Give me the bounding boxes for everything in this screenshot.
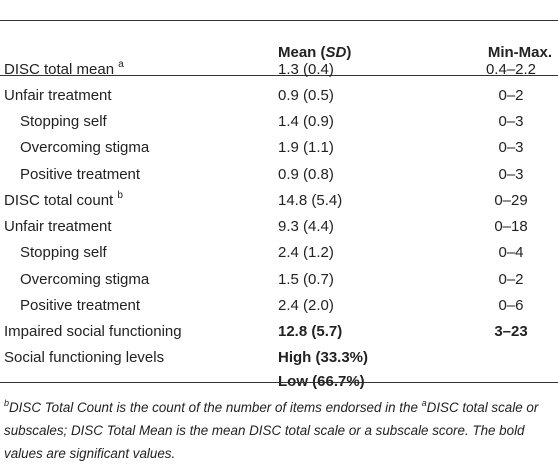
row-mean-sd: 9.3 (4.4) bbox=[278, 218, 334, 235]
table-footnote: bDISC Total Count is the count of the nu… bbox=[4, 397, 539, 461]
header-min-max: Min-Max. bbox=[487, 44, 552, 61]
row-mean-sd: High (33.3%) Low (66.7%) bbox=[278, 349, 369, 390]
row-label: Stopping self bbox=[20, 113, 107, 130]
row-min-max: 0–4 bbox=[498, 244, 524, 261]
row-min-max: 3–23 bbox=[494, 323, 528, 340]
footnote-marker: a bbox=[118, 59, 124, 70]
header-mean-sd: Mean (SD) bbox=[278, 44, 352, 61]
row-label: Overcoming stigma bbox=[20, 139, 150, 156]
bottom-rule bbox=[0, 382, 558, 383]
row-mean-sd: 2.4 (1.2) bbox=[278, 244, 334, 261]
row-mean-sd: 2.4 (2.0) bbox=[278, 297, 334, 314]
row-mean-sd: 14.8 (5.4) bbox=[278, 192, 343, 209]
row-label: Impaired social functioning bbox=[4, 323, 182, 340]
row-label: Unfair treatment bbox=[4, 218, 112, 235]
row-mean-sd: 0.9 (0.8) bbox=[278, 166, 334, 183]
row-min-max: 0–3 bbox=[498, 139, 524, 156]
row-mean-sd: 1.4 (0.9) bbox=[278, 113, 334, 130]
row-min-max: 0.4–2.2 bbox=[485, 61, 537, 78]
row-min-max: 0–2 bbox=[498, 271, 524, 288]
row-min-max: 0–2 bbox=[498, 87, 524, 104]
row-min-max: 0–3 bbox=[498, 113, 524, 130]
row-min-max: 0–3 bbox=[498, 166, 524, 183]
footnote-marker: b bbox=[117, 190, 123, 201]
row-label: DISC total count b bbox=[4, 190, 123, 210]
row-mean-sd: 1.3 (0.4) bbox=[278, 61, 334, 78]
row-label: DISC total mean a bbox=[4, 59, 124, 79]
row-label: Stopping self bbox=[20, 244, 107, 261]
header-rule bbox=[0, 75, 558, 76]
row-label: Overcoming stigma bbox=[20, 271, 150, 288]
row-label: Unfair treatment bbox=[4, 87, 112, 104]
row-label: Social functioning levels bbox=[4, 349, 165, 366]
row-min-max: 0–18 bbox=[494, 218, 528, 235]
top-rule bbox=[0, 20, 558, 21]
row-mean-sd: 1.5 (0.7) bbox=[278, 271, 334, 288]
row-mean-sd: 0.9 (0.5) bbox=[278, 87, 334, 104]
row-label: Positive treatment bbox=[20, 297, 141, 314]
row-mean-sd: 1.9 (1.1) bbox=[278, 139, 334, 156]
row-min-max: 0–6 bbox=[498, 297, 524, 314]
row-mean-sd: 12.8 (5.7) bbox=[278, 323, 343, 340]
row-label: Positive treatment bbox=[20, 166, 141, 183]
row-min-max: 0–29 bbox=[494, 192, 528, 209]
